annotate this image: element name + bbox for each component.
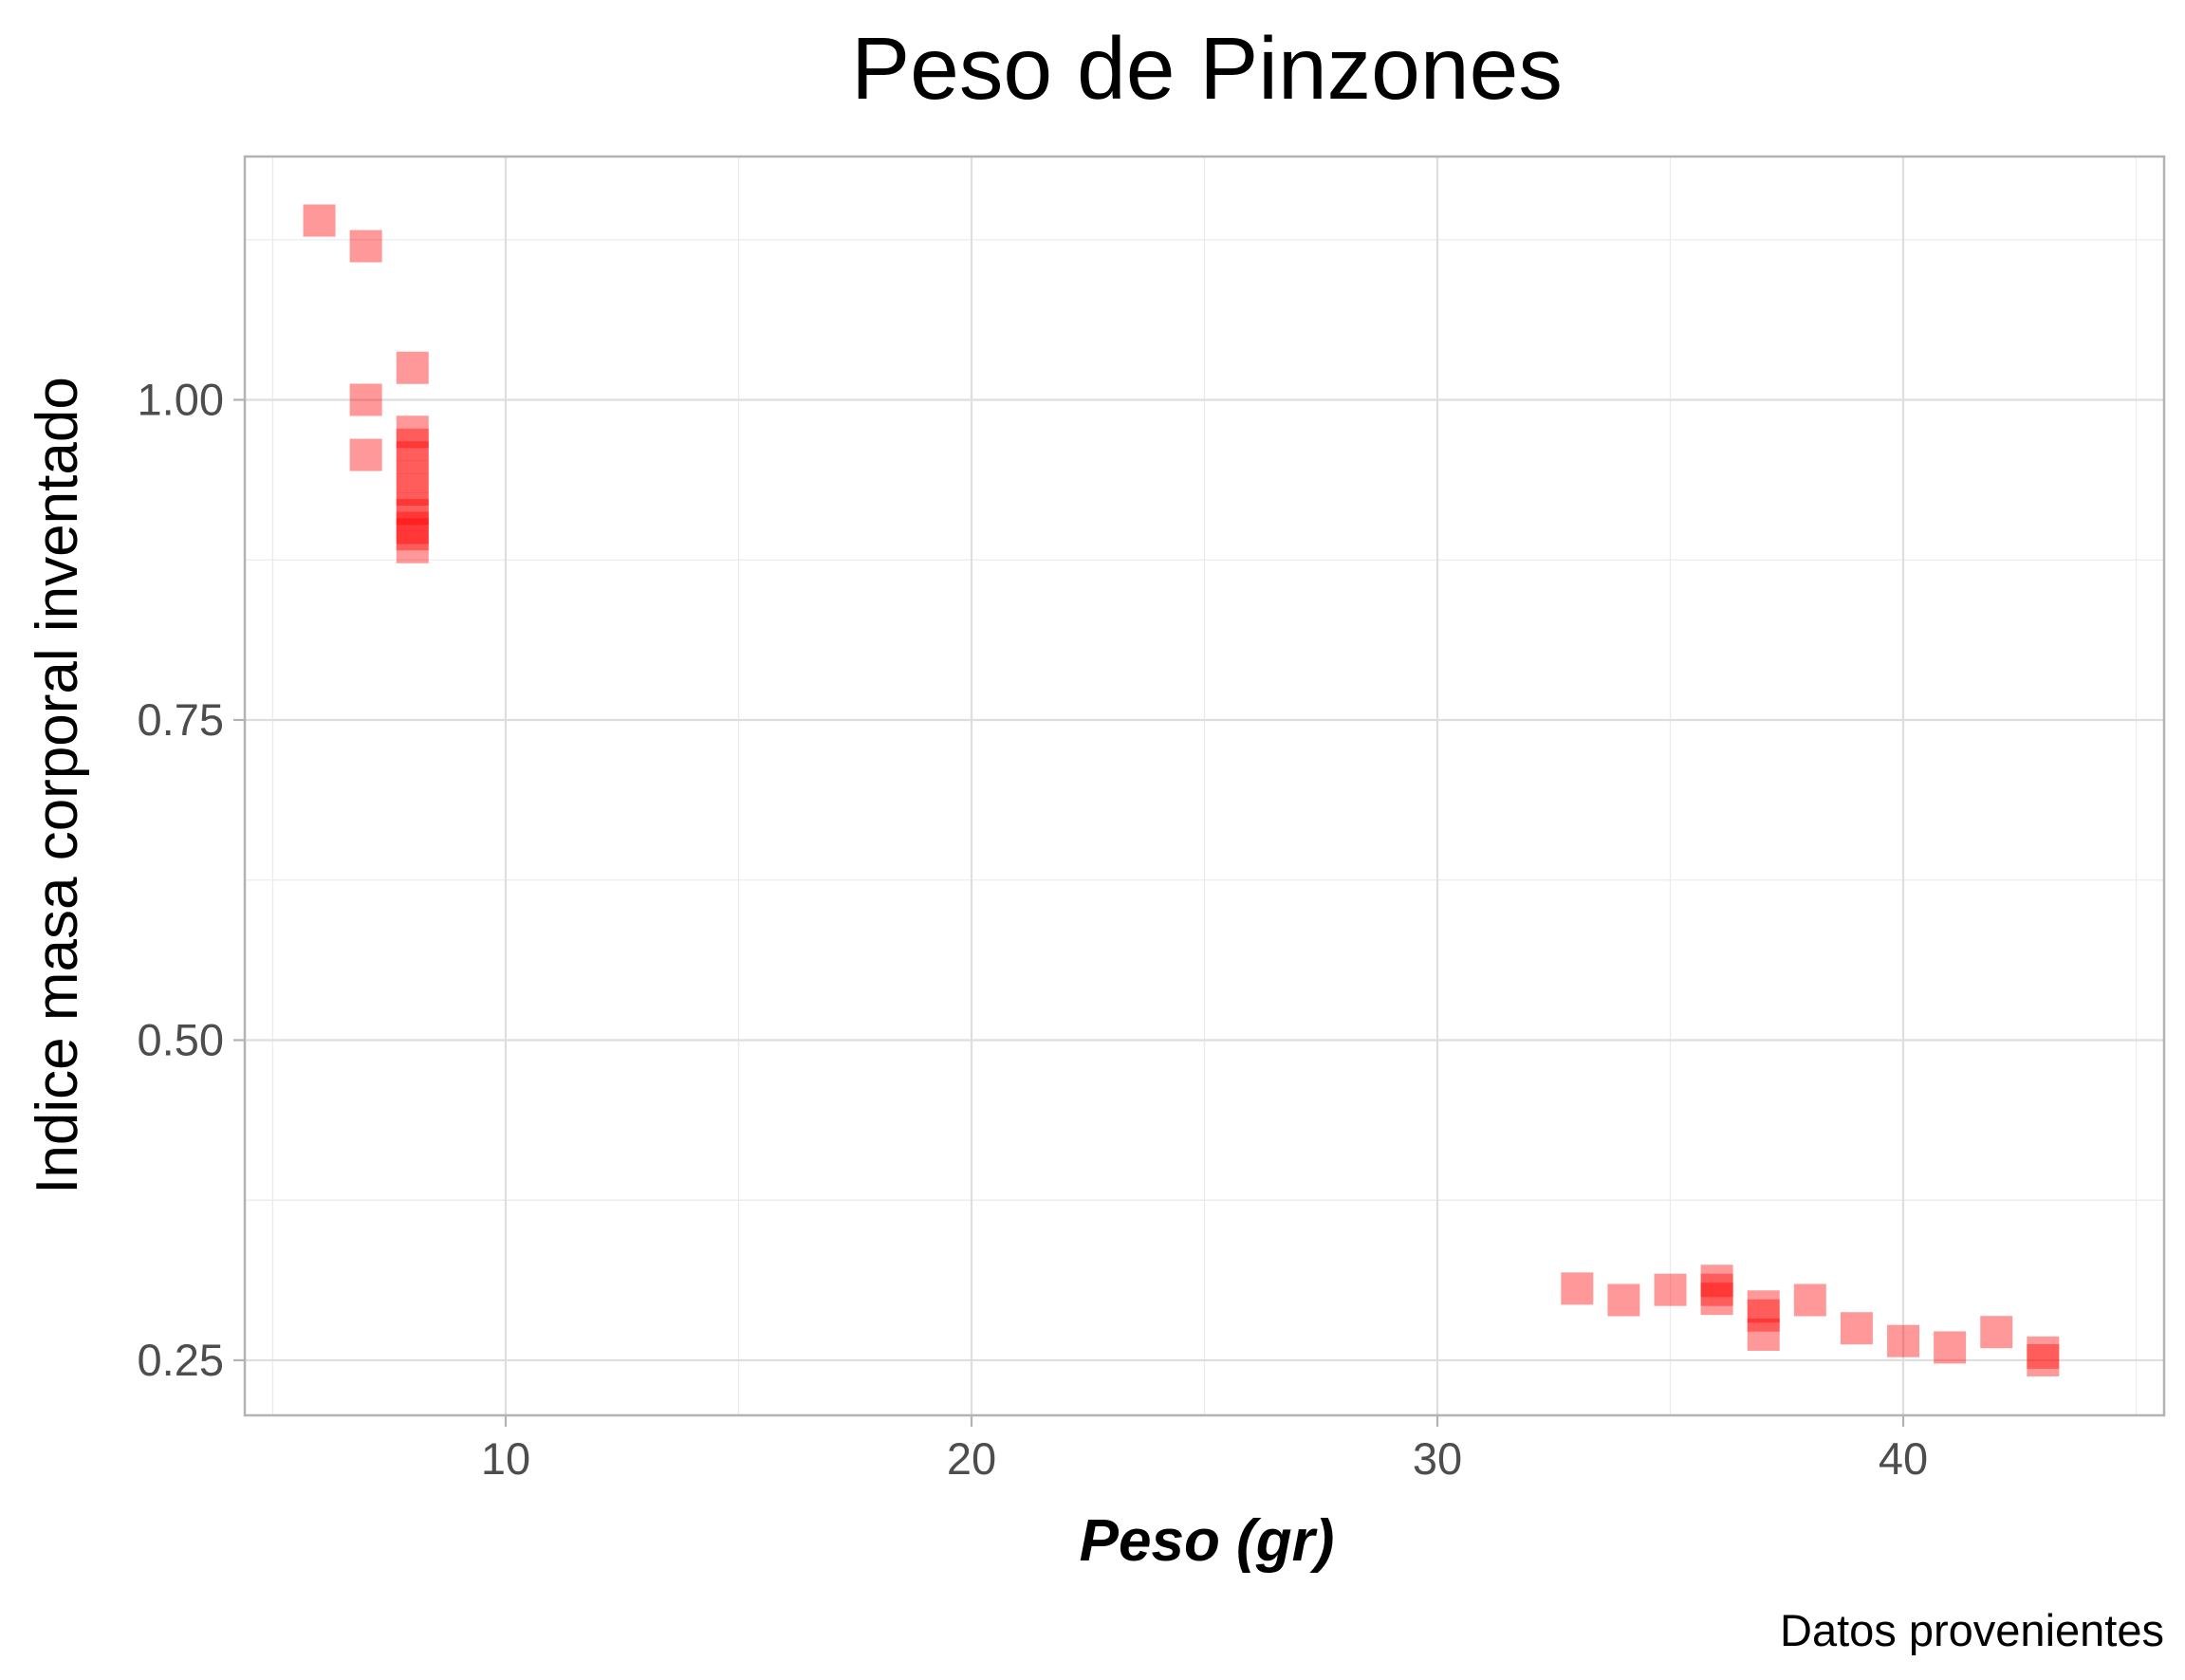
data-point (396, 351, 429, 384)
data-point (1934, 1331, 1967, 1364)
y-tick-label: 0.75 (138, 694, 224, 745)
data-point (396, 511, 429, 545)
y-tick-label: 0.50 (138, 1014, 224, 1064)
data-point (303, 204, 336, 237)
x-tick-label: 30 (1413, 1433, 1462, 1484)
y-axis-title: Indice masa corporal inventado (25, 377, 90, 1194)
data-point (1840, 1312, 1873, 1345)
data-point (396, 530, 429, 563)
data-point (349, 383, 382, 416)
x-tick-label: 40 (1879, 1433, 1928, 1484)
data-point (396, 472, 429, 506)
data-point (1607, 1283, 1640, 1317)
data-point (1747, 1290, 1780, 1323)
data-point (396, 518, 429, 551)
y-tick-label: 0.25 (138, 1335, 224, 1385)
minor-gridlines (245, 157, 2164, 1415)
chart-title: Peso de Pinzones (851, 19, 1563, 118)
x-axis: 10 20 30 40 (481, 1415, 1928, 1484)
data-point (396, 498, 429, 531)
x-tick-label: 10 (481, 1433, 530, 1484)
data-point (1700, 1273, 1733, 1306)
data-point (396, 415, 429, 449)
data-point (349, 438, 382, 471)
data-point (1654, 1273, 1687, 1306)
data-point (1700, 1283, 1733, 1316)
data-point (1700, 1265, 1733, 1298)
y-axis: 0.25 0.50 0.75 1.00 (138, 374, 245, 1385)
chart-caption: Datos provenientes (1780, 1605, 2164, 1655)
y-tick-label: 1.00 (138, 374, 224, 424)
data-point (1887, 1324, 1920, 1357)
data-point (349, 230, 382, 263)
major-gridlines (245, 157, 2164, 1415)
data-point (396, 441, 429, 474)
data-point (1747, 1318, 1780, 1351)
data-point (1747, 1299, 1780, 1332)
data-point (396, 428, 429, 461)
data-point (1561, 1272, 1594, 1305)
data-point (396, 492, 429, 526)
data-point (396, 460, 429, 493)
x-tick-label: 20 (947, 1433, 996, 1484)
data-point (2027, 1336, 2060, 1369)
data-points (303, 204, 2060, 1376)
plot-area (243, 155, 2166, 1417)
data-point (1980, 1316, 2013, 1349)
data-point (2027, 1343, 2060, 1376)
data-point (1793, 1283, 1826, 1317)
panel-border (243, 155, 2166, 1417)
x-axis-title: Peso (gr) (1080, 1508, 1335, 1574)
